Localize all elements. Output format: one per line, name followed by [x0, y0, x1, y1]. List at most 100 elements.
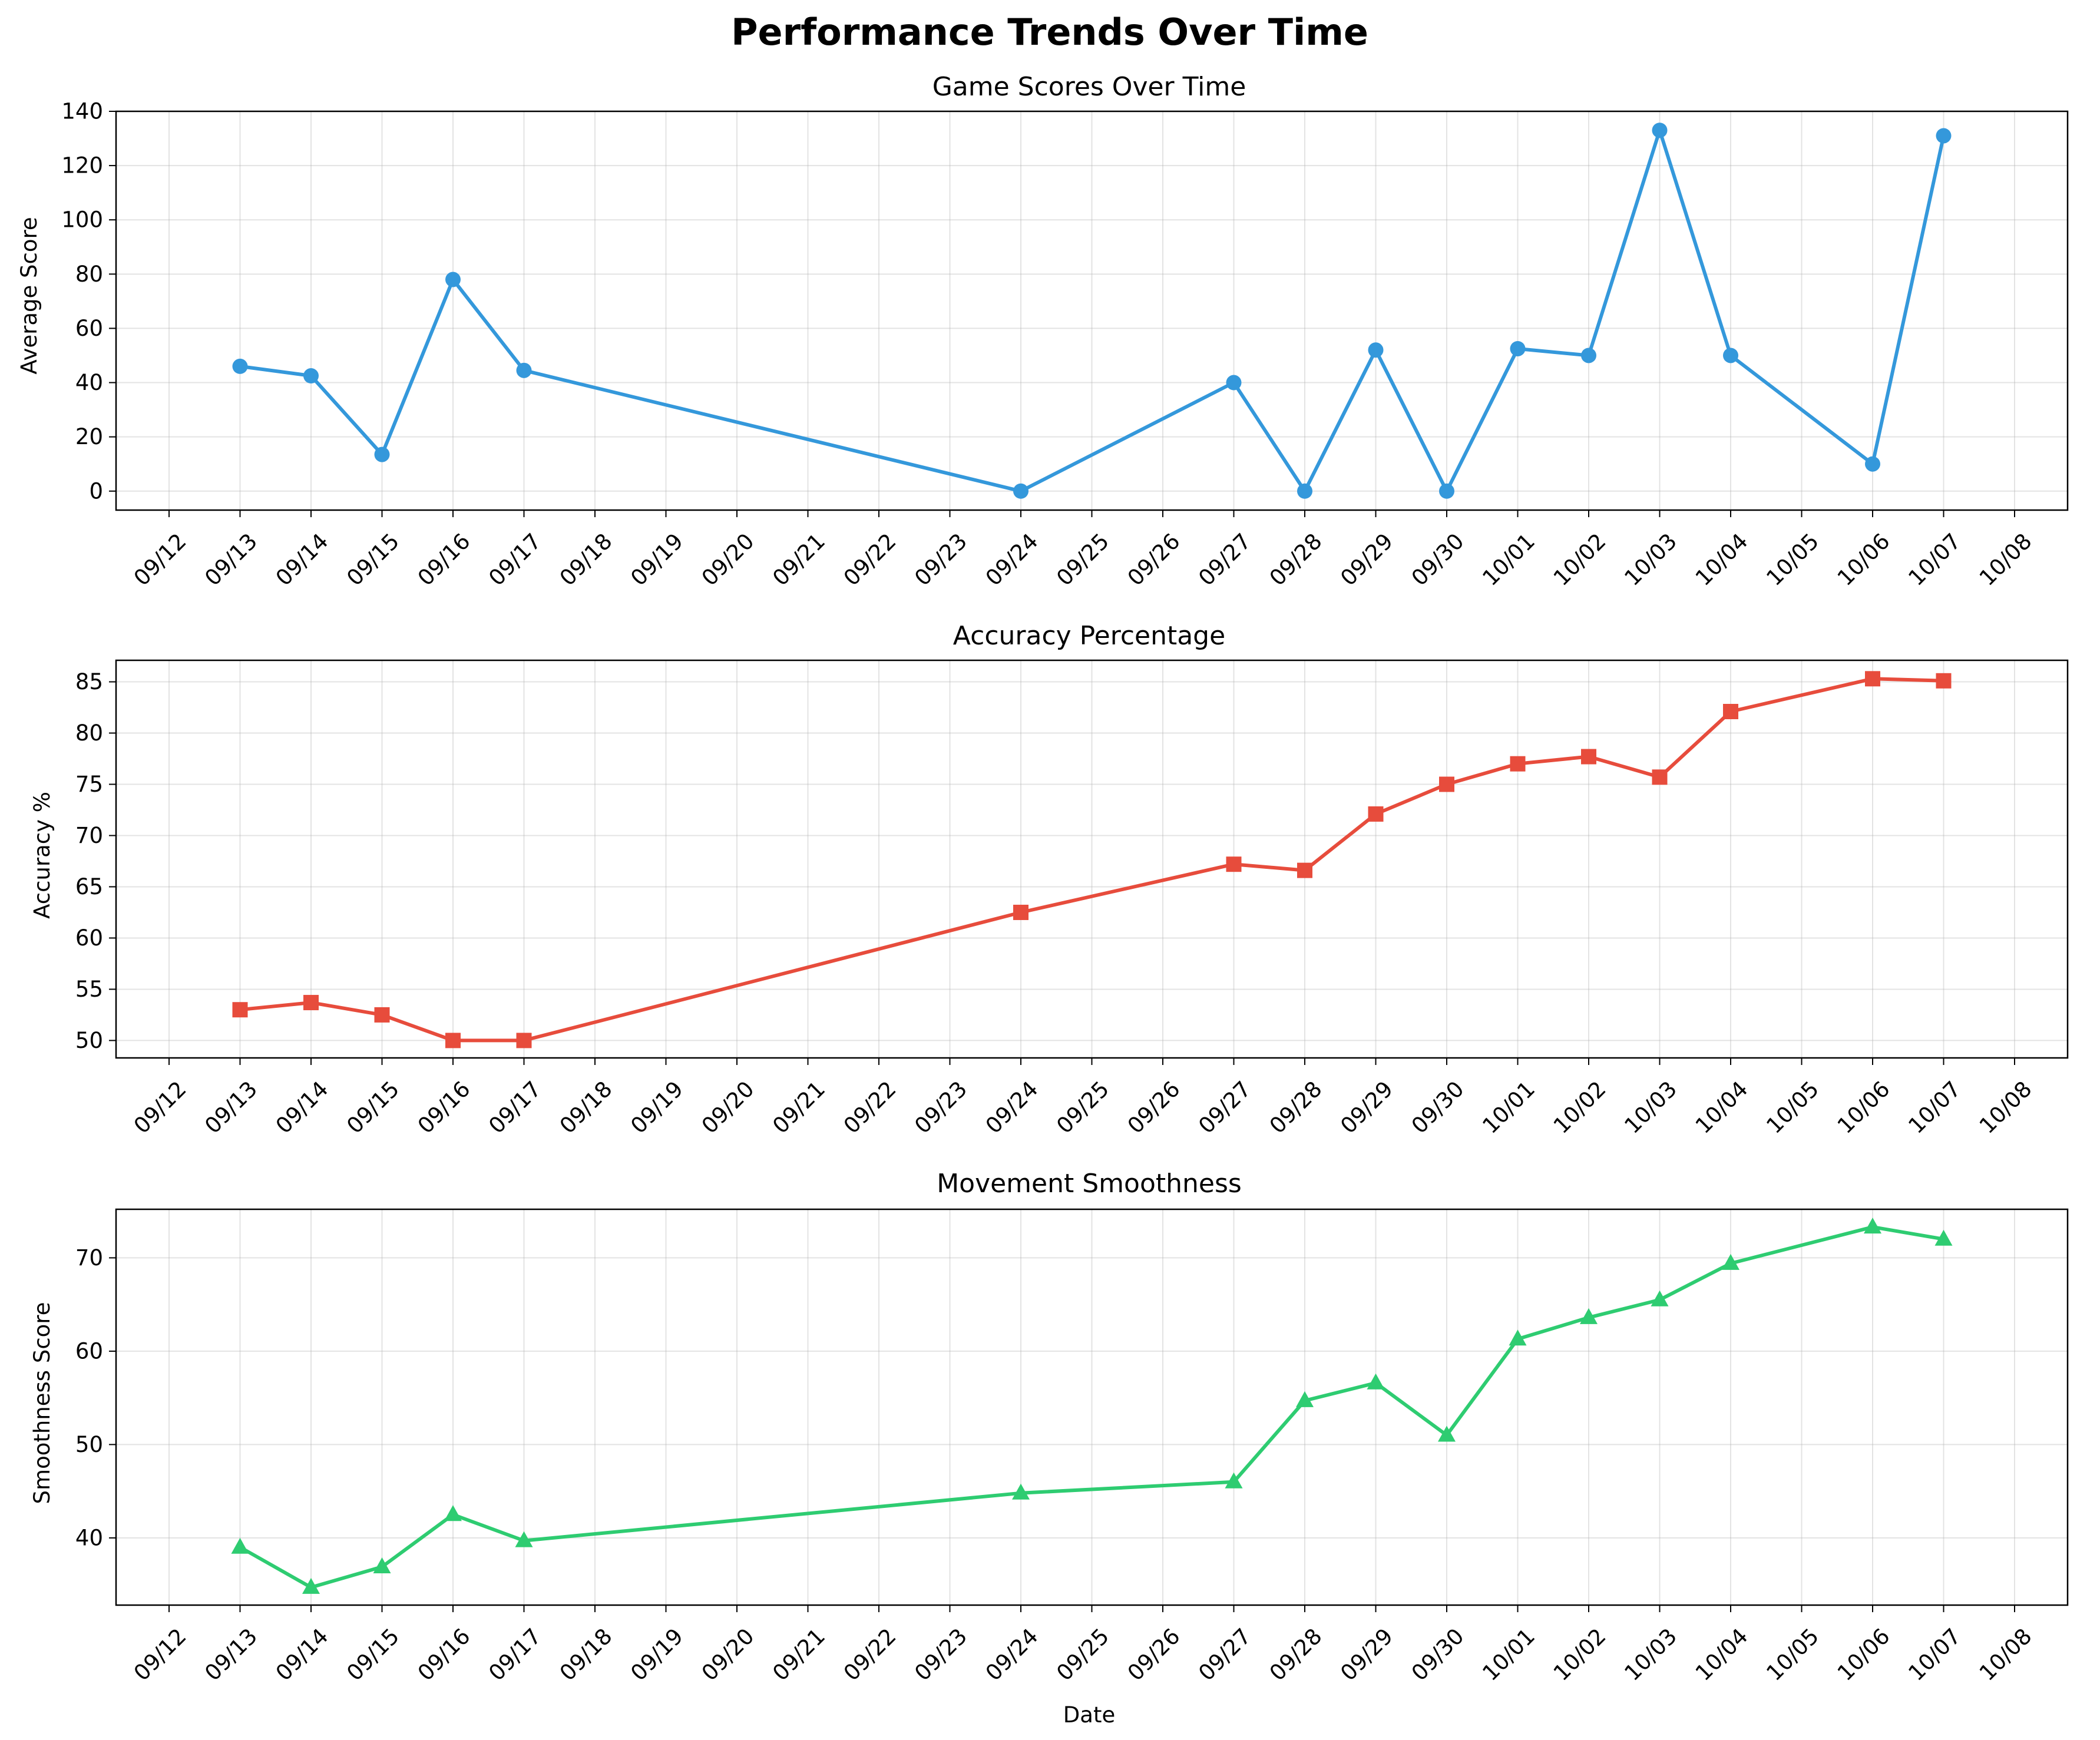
x-tick-label: 09/24 [981, 1076, 1043, 1139]
y-tick-label: 100 [61, 207, 103, 233]
x-tick-label: 09/13 [200, 1076, 262, 1139]
data-point [1865, 456, 1880, 472]
plot-area: 09/12 09/13 09/14 09/15 09/16 09/17 09/18 09/19… [75, 659, 2069, 1139]
x-tick-label: 10/05 [1761, 1076, 1824, 1139]
x-tick-label: 09/30 [1407, 1623, 1469, 1686]
data-point [1226, 375, 1242, 391]
x-tick-label: 10/06 [1833, 1623, 1895, 1686]
x-tick-label: 09/17 [484, 1076, 546, 1139]
panel-title: Game Scores Over Time [932, 72, 1246, 102]
x-tick-label: 10/03 [1619, 528, 1682, 591]
x-tick-label: 10/03 [1619, 1076, 1682, 1139]
x-tick-label: 09/23 [910, 1076, 972, 1139]
data-point [1509, 1329, 1527, 1346]
panel-accuracy: Accuracy Percentage Accuracy % 09/12 09/1… [29, 621, 2069, 1139]
y-tick-label: 50 [75, 1028, 103, 1053]
data-point [1225, 1472, 1243, 1488]
x-tick-label: 10/08 [1975, 1076, 2037, 1139]
data-point [444, 1505, 462, 1521]
x-tick-label: 09/23 [910, 1623, 972, 1686]
data-point [1936, 128, 1952, 144]
x-tick-label: 09/18 [555, 528, 617, 591]
data-point [231, 1537, 249, 1554]
x-tick-label: 09/29 [1335, 528, 1398, 591]
x-tick-label: 09/27 [1193, 528, 1256, 591]
data-point [232, 358, 248, 374]
x-tick-label: 09/17 [484, 528, 546, 591]
x-tick-label: 10/05 [1761, 1623, 1824, 1686]
data-point [1438, 1425, 1456, 1442]
x-tick-label: 09/20 [697, 1076, 759, 1139]
x-tick-label: 09/18 [555, 1076, 617, 1139]
data-point [1510, 340, 1526, 356]
data-point [373, 1557, 391, 1574]
y-tick-label: 0 [89, 478, 103, 504]
x-tick-label: 09/19 [626, 528, 688, 591]
axes-frame [115, 1208, 2069, 1606]
x-tick-label: 10/04 [1691, 1076, 1753, 1139]
data-point [1226, 856, 1242, 872]
x-tick-label: 10/01 [1477, 1076, 1540, 1139]
x-tick-label: 10/08 [1975, 528, 2037, 591]
x-tick-label: 10/03 [1619, 1623, 1682, 1686]
figure-title: Performance Trends Over Time [731, 11, 1368, 54]
x-tick-label: 09/20 [697, 1623, 759, 1686]
data-point [1581, 749, 1596, 765]
x-tick-label: 09/12 [129, 528, 191, 591]
x-tick-label: 10/06 [1833, 1076, 1895, 1139]
data-point [1012, 1483, 1030, 1500]
x-tick-label: 09/16 [413, 1076, 475, 1139]
x-tick-label: 10/01 [1477, 1623, 1540, 1686]
x-tick-label: 09/24 [981, 528, 1043, 591]
x-tick-label: 09/22 [839, 1623, 901, 1686]
data-point [374, 446, 390, 462]
x-tick-label: 10/05 [1761, 528, 1824, 591]
x-tick-label: 09/29 [1335, 1623, 1398, 1686]
data-point [1652, 769, 1668, 785]
data-point [516, 362, 532, 378]
series-line [238, 1225, 1946, 1589]
data-point [1934, 1229, 1953, 1246]
data-point [1013, 904, 1028, 920]
x-tick-label: 09/22 [839, 528, 901, 591]
axes-frame [115, 659, 2069, 1059]
data-point [1296, 1391, 1314, 1407]
x-tick-label: 09/19 [626, 1076, 688, 1139]
x-tick-label: 10/01 [1477, 528, 1540, 591]
x-tick-label: 09/26 [1123, 1623, 1185, 1686]
x-tick-label: 09/28 [1265, 1623, 1327, 1686]
x-tick-label: 09/25 [1051, 1623, 1114, 1686]
x-tick-label: 09/27 [1193, 1623, 1256, 1686]
x-tick-label: 09/13 [200, 528, 262, 591]
y-tick-label: 60 [75, 1338, 103, 1364]
y-tick-label: 80 [75, 720, 103, 746]
x-tick-label: 09/26 [1123, 1076, 1185, 1139]
x-tick-label: 10/04 [1691, 528, 1753, 591]
data-point [1865, 671, 1880, 687]
y-axis-label: Average Score [16, 217, 42, 374]
x-tick-label: 09/28 [1265, 528, 1327, 591]
x-tick-label: 09/12 [129, 1623, 191, 1686]
x-tick-label: 09/18 [555, 1623, 617, 1686]
data-point [1368, 806, 1384, 822]
x-tick-label: 09/19 [626, 1623, 688, 1686]
data-point [1936, 673, 1952, 689]
y-tick-label: 55 [75, 977, 103, 1002]
x-tick-label: 09/28 [1265, 1076, 1327, 1139]
y-axis-label: Smoothness Score [29, 1302, 55, 1504]
x-tick-label: 09/26 [1123, 528, 1185, 591]
y-tick-label: 75 [75, 772, 103, 797]
data-point [445, 272, 461, 287]
x-tick-label: 09/20 [697, 528, 759, 591]
x-tick-label: 09/15 [342, 528, 404, 591]
y-tick-label: 65 [75, 874, 103, 899]
y-tick-label: 60 [75, 316, 103, 341]
x-tick-label: 10/08 [1975, 1623, 2037, 1686]
data-point [1013, 483, 1028, 499]
data-point [515, 1531, 533, 1547]
data-point [516, 1033, 532, 1048]
series-line [238, 677, 1946, 1043]
plot-area: 09/12 09/13 09/14 09/15 09/16 09/17 09/18 09/19… [61, 99, 2069, 591]
x-tick-label: 10/02 [1549, 1076, 1611, 1139]
